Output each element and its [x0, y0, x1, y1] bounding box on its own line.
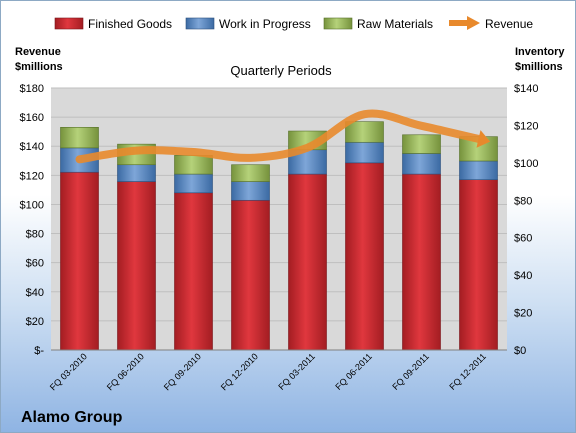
x-tick-label: FQ 09-2010: [162, 351, 203, 392]
legend-item-raw-materials: Raw Materials: [323, 17, 433, 31]
right-tick-label: $40: [514, 270, 532, 282]
bar-work-in-progress: [231, 181, 270, 201]
right-tick-label: $20: [514, 308, 532, 320]
bar-finished-goods: [117, 181, 156, 351]
right-axis-title-line1: Inventory: [515, 46, 565, 58]
legend-arrow-revenue: [467, 16, 480, 30]
legend-label-raw-materials: Raw Materials: [357, 17, 433, 31]
right-tick-label: $80: [514, 195, 532, 207]
left-tick-label: $60: [26, 258, 44, 270]
left-tick-label: $40: [26, 287, 44, 299]
right-tick-label: $60: [514, 233, 532, 245]
x-tick-label: FQ 06-2010: [105, 351, 146, 392]
x-tick-label: FQ 03-2010: [48, 351, 89, 392]
revenue-arrow-head: [476, 130, 491, 148]
x-tick-label: FQ 09-2011: [390, 351, 431, 392]
x-tick-label: FQ 12-2010: [219, 351, 260, 392]
bar-raw-materials: [231, 164, 270, 182]
bar-work-in-progress: [402, 153, 441, 175]
bar-raw-materials: [174, 155, 213, 175]
bar-work-in-progress: [459, 160, 498, 181]
legend-label-work-in-progress: Work in Progress: [219, 17, 311, 31]
right-axis-title-line2: $millions: [515, 61, 563, 73]
bar-raw-materials: [345, 121, 384, 143]
bar-raw-materials: [402, 134, 441, 154]
revenue-line: [75, 109, 491, 164]
bar-finished-goods: [459, 179, 498, 351]
right-tick-label: $140: [514, 83, 538, 95]
left-axis-title-line1: Revenue: [15, 46, 61, 58]
x-tick-label: FQ 06-2011: [333, 351, 374, 392]
chart-title: Quarterly Periods: [230, 63, 332, 78]
left-tick-label: $80: [26, 229, 44, 241]
right-tick-label: $100: [514, 158, 538, 170]
x-tick-label: FQ 03-2011: [276, 351, 317, 392]
left-tick-label: $120: [20, 170, 44, 182]
right-axis-ticks: $0 $20 $40 $60 $80 $100 $120 $140: [514, 83, 538, 357]
legend-label-finished-goods: Finished Goods: [88, 17, 172, 31]
bar-finished-goods: [231, 199, 270, 351]
left-tick-label: $-: [34, 345, 44, 357]
bar-work-in-progress: [117, 164, 156, 182]
bar-work-in-progress: [174, 173, 213, 194]
legend-swatch-work-in-progress: [185, 17, 215, 30]
legend-label-revenue: Revenue: [485, 17, 533, 31]
right-tick-label: $0: [514, 345, 526, 357]
legend-item-revenue: Revenue: [449, 16, 533, 31]
left-tick-label: $100: [20, 199, 44, 211]
x-tick-label: FQ 12-2011: [447, 351, 488, 392]
left-tick-label: $20: [26, 316, 44, 328]
bar-finished-goods: [174, 192, 213, 351]
left-tick-label: $180: [20, 83, 44, 95]
bar-finished-goods: [288, 173, 327, 351]
legend: Finished Goods Work in Progress Raw Mate…: [54, 16, 533, 31]
bar-finished-goods: [60, 171, 99, 351]
legend-swatch-raw-materials: [323, 17, 353, 30]
x-axis-ticks: FQ 03-2010 FQ 06-2010 FQ 09-2010 FQ 12-2010…: [48, 351, 488, 392]
bar-work-in-progress: [345, 141, 384, 164]
bar-finished-goods: [345, 162, 384, 351]
bar-raw-materials: [60, 127, 99, 149]
bar-finished-goods: [402, 173, 441, 351]
bars: [60, 121, 498, 351]
company-name: Alamo Group: [21, 409, 123, 426]
right-tick-label: $120: [514, 120, 538, 132]
legend-swatch-finished-goods: [54, 17, 84, 30]
left-tick-label: $140: [20, 141, 44, 153]
revenue-line-path: [75, 109, 483, 164]
left-axis-ticks: $- $20 $40 $60 $80 $100 $120 $140 $160 $180: [20, 83, 45, 357]
left-tick-label: $160: [20, 112, 44, 124]
left-axis-title-line2: $millions: [15, 61, 63, 73]
legend-item-finished-goods: Finished Goods: [54, 17, 172, 31]
legend-item-work-in-progress: Work in Progress: [185, 17, 311, 31]
